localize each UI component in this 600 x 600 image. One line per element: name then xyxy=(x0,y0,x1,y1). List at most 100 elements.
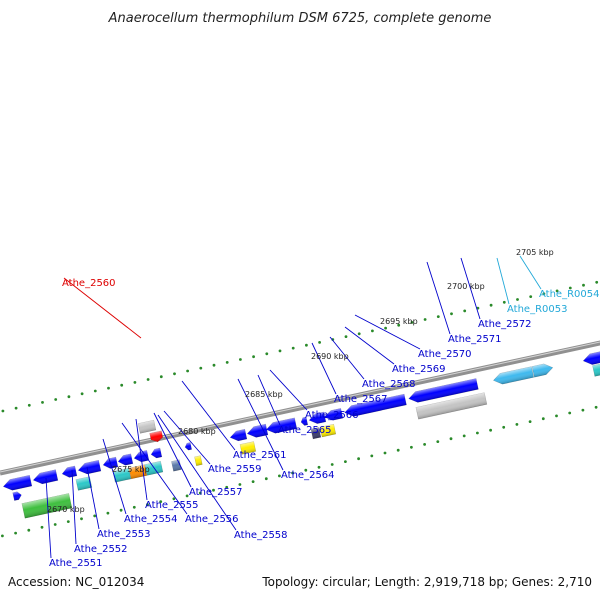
gene-label[interactable]: Athe_2569 xyxy=(392,364,446,375)
tick-dot xyxy=(410,445,413,449)
gene-label[interactable]: Athe_2556 xyxy=(185,514,239,525)
gene-label[interactable]: Athe_2567 xyxy=(334,394,388,405)
gene-feature[interactable] xyxy=(77,459,102,475)
gene-feature[interactable] xyxy=(150,447,163,459)
gene-label[interactable]: Athe_2570 xyxy=(418,349,472,360)
gene-feature[interactable] xyxy=(408,378,479,405)
gene-arrow-shade xyxy=(309,412,326,424)
tick-dot xyxy=(172,497,176,501)
gene-feature[interactable] xyxy=(265,417,298,435)
gene-feature[interactable] xyxy=(117,453,134,467)
gene-label[interactable]: Athe_2554 xyxy=(124,514,178,525)
gene-label[interactable]: Athe_2566 xyxy=(305,410,359,421)
gene-arrow-shade xyxy=(266,417,297,434)
tick-dot xyxy=(371,329,374,333)
gene-label[interactable]: Athe_2551 xyxy=(49,558,103,569)
gene-label[interactable]: Athe_2564 xyxy=(281,470,335,481)
gene-feature[interactable] xyxy=(323,408,344,422)
tick-dot xyxy=(40,525,44,529)
accession-text: Accession: NC_012034 xyxy=(8,575,144,589)
gene-label[interactable]: Athe_2559 xyxy=(208,464,262,475)
tick-dot xyxy=(159,375,163,379)
tick-dot xyxy=(291,471,294,475)
gene-arrow-shade xyxy=(583,351,600,365)
tick-dot xyxy=(1,409,5,413)
gene-label[interactable]: Athe_2555 xyxy=(145,500,199,511)
gene-arrow-shade xyxy=(415,392,487,420)
gene-arrow-shade xyxy=(532,363,553,378)
gene-feature[interactable] xyxy=(184,442,192,451)
gene-feature[interactable] xyxy=(492,366,535,386)
gene-arrow-shade xyxy=(301,416,308,426)
gene-label[interactable]: Athe_2558 xyxy=(234,530,288,541)
tick-dot xyxy=(146,503,149,506)
gene-label[interactable]: Athe_R0053 xyxy=(507,304,567,315)
gene-feature[interactable] xyxy=(310,427,322,440)
leader-line xyxy=(181,380,236,451)
gene-feature[interactable] xyxy=(61,465,78,479)
gene-feature[interactable] xyxy=(2,474,33,492)
gene-feature[interactable] xyxy=(32,469,59,486)
gene-arrow-shade xyxy=(319,424,336,437)
gene-arrow-shade xyxy=(149,430,163,442)
tick-label: 2690 kbp xyxy=(311,352,349,361)
leader-line xyxy=(426,261,451,335)
gene-label[interactable]: Athe_2553 xyxy=(97,529,151,540)
gene-label[interactable]: Athe_2560 xyxy=(62,278,116,289)
tick-dot xyxy=(330,463,334,466)
tick-dot xyxy=(146,378,150,381)
gene-feature[interactable] xyxy=(112,467,132,483)
gene-feature[interactable] xyxy=(415,392,488,420)
gene-feature[interactable] xyxy=(308,411,327,425)
tick-dot xyxy=(212,488,215,492)
tick-dot xyxy=(318,341,321,344)
tick-dot xyxy=(304,468,308,472)
tick-dot xyxy=(515,423,519,426)
leader-line xyxy=(311,342,337,395)
gene-arrow-shade xyxy=(592,362,600,377)
tick-dot xyxy=(383,451,387,455)
backbone-line xyxy=(0,340,600,476)
gene-label[interactable]: Athe_2571 xyxy=(448,334,502,345)
gene-feature[interactable] xyxy=(149,430,164,443)
tick-dot xyxy=(133,381,137,384)
gene-feature[interactable] xyxy=(300,416,309,426)
gene-feature[interactable] xyxy=(21,493,73,519)
tick-dot xyxy=(384,326,387,330)
tick-label: 2670 kbp xyxy=(47,505,85,514)
gene-feature[interactable] xyxy=(137,419,157,434)
tick-label: 2675 kbp xyxy=(112,465,150,474)
tick-dot xyxy=(278,474,281,478)
gene-feature[interactable] xyxy=(239,441,257,455)
tick-dot xyxy=(502,425,506,429)
tick-dot xyxy=(502,300,506,304)
tick-dot xyxy=(423,318,427,321)
gene-feature[interactable] xyxy=(246,423,269,439)
tick-dot xyxy=(396,448,400,452)
tick-dot xyxy=(198,491,202,495)
gene-feature[interactable] xyxy=(531,362,554,378)
tick-dot xyxy=(1,534,4,538)
tick-dot xyxy=(357,332,361,336)
gene-label[interactable]: Athe_2565 xyxy=(278,425,332,436)
gene-feature[interactable] xyxy=(12,491,23,501)
leader-line xyxy=(102,438,127,515)
gene-label[interactable]: Athe_2572 xyxy=(478,319,532,330)
gene-feature[interactable] xyxy=(75,476,93,491)
gene-label[interactable]: Athe_2552 xyxy=(74,544,128,555)
gene-label[interactable]: Athe_2561 xyxy=(233,450,287,461)
tick-dot xyxy=(27,528,31,532)
gene-feature[interactable] xyxy=(592,361,600,377)
gene-feature[interactable] xyxy=(344,393,407,418)
gene-feature[interactable] xyxy=(319,423,337,438)
gene-feature[interactable] xyxy=(229,428,248,442)
gene-label[interactable]: Athe_2568 xyxy=(362,379,416,390)
gene-label[interactable]: Athe_R0054 xyxy=(539,289,599,300)
leader-line xyxy=(63,277,142,339)
gene-arrow-shade xyxy=(310,427,321,439)
gene-feature[interactable] xyxy=(194,455,203,467)
gene-label[interactable]: Athe_2557 xyxy=(189,487,243,498)
tick-label: 2705 kbp xyxy=(516,248,554,257)
gene-feature[interactable] xyxy=(582,351,600,366)
